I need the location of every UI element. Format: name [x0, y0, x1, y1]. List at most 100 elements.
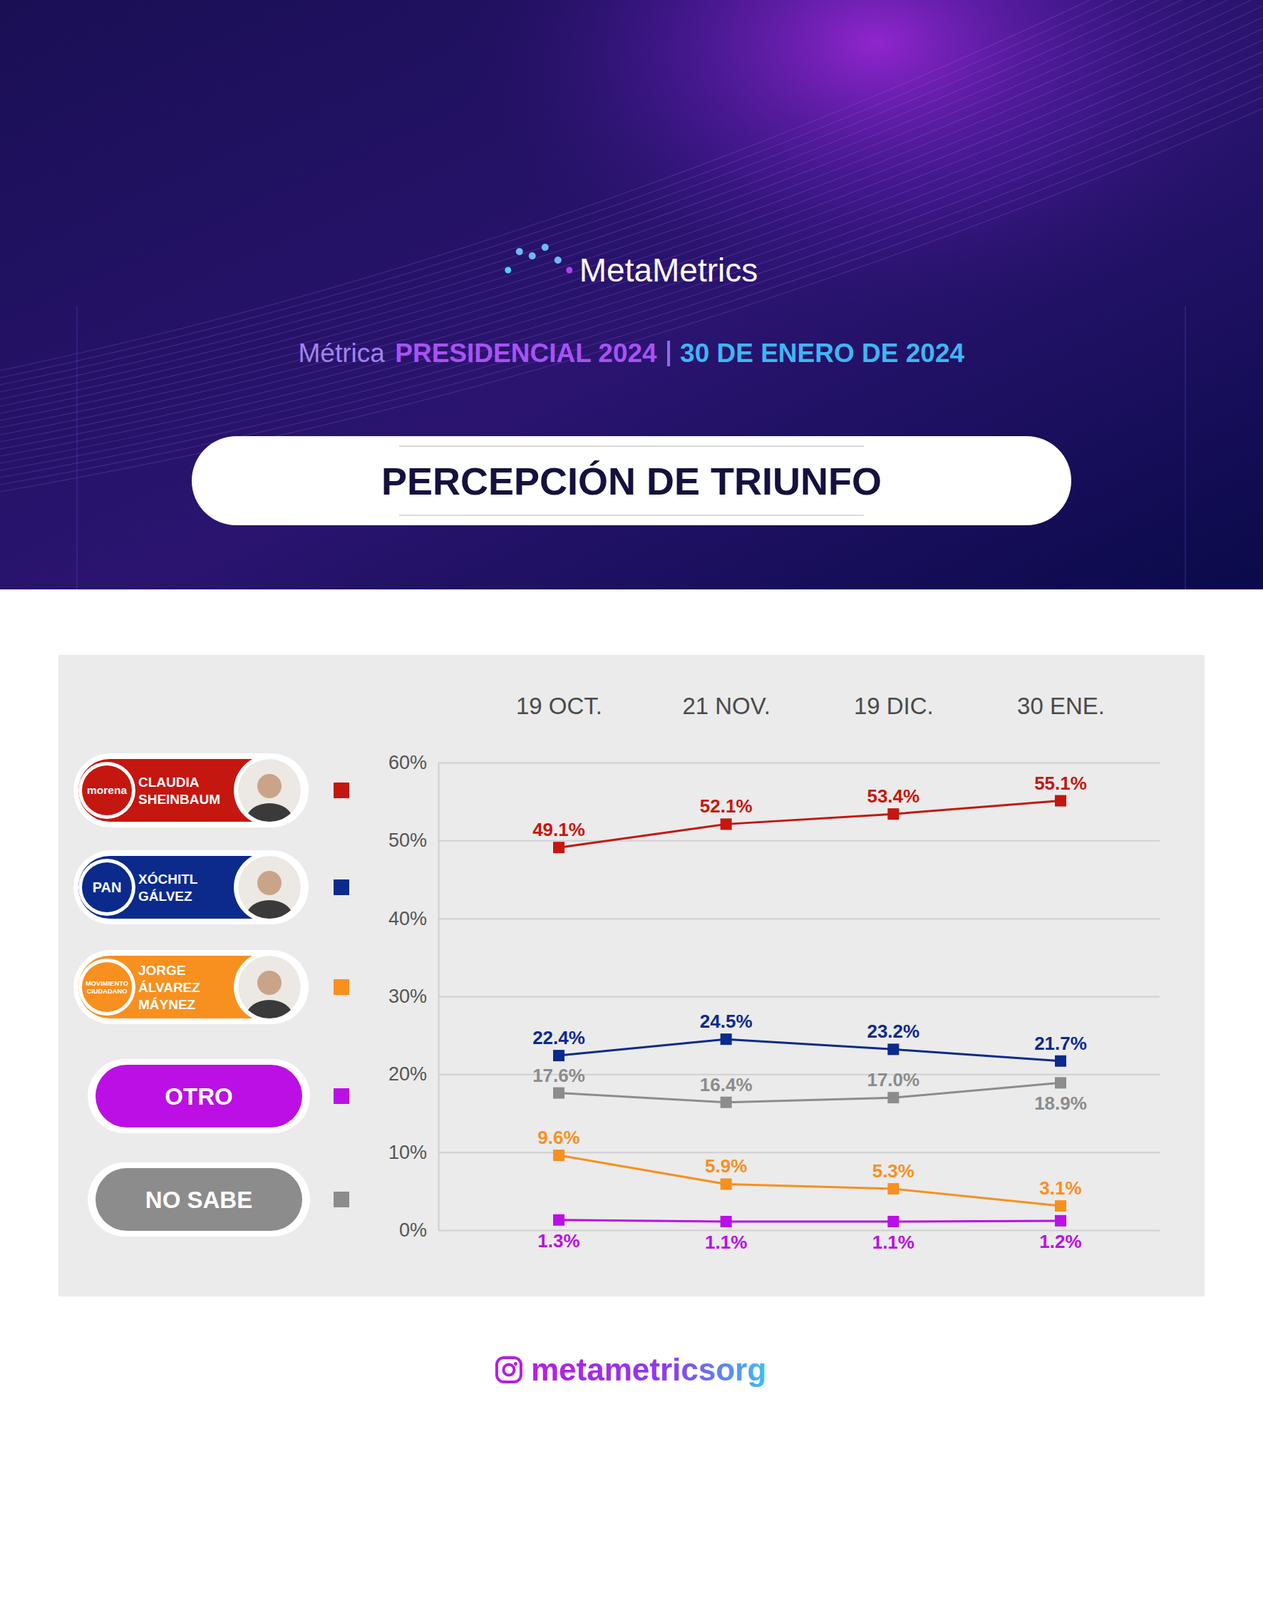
photo-body [246, 999, 293, 1032]
logo-dot [554, 256, 562, 264]
series-line [558, 1220, 1061, 1222]
data-label: 5.3% [872, 1160, 915, 1182]
logo-bar [531, 255, 534, 292]
x-tick-label: 19 OCT. [516, 692, 603, 720]
party-logo-ring [78, 761, 136, 819]
y-tick-label: 10% [388, 1141, 427, 1164]
title: PERCEPCIÓN DE TRIUNFO [381, 459, 882, 503]
y-tick: 20% [388, 1063, 1160, 1085]
header-wave [0, 0, 1263, 378]
header-wave [0, 96, 1263, 485]
logo-dot [516, 248, 524, 256]
header-wave [0, 0, 1263, 400]
legend-pill-outline [87, 1059, 311, 1134]
point-marker [553, 1049, 565, 1062]
data-label: 3.1% [1039, 1177, 1082, 1199]
x-tick: 30 ENE. [1017, 692, 1105, 720]
point-marker [553, 1087, 565, 1100]
icon-lens [503, 1364, 514, 1376]
party-logo [81, 962, 132, 1013]
data-label: 1.3% [537, 1230, 580, 1252]
footer: metametricsorg [496, 1352, 767, 1388]
header: MetaMetrics MétricaPRESIDENCIAL 202430 DE… [0, 0, 1263, 590]
y-tick: 60% [388, 751, 1160, 774]
data-label: 16.4% [699, 1074, 753, 1096]
series-line [558, 1155, 1061, 1206]
point-marker [1054, 1215, 1067, 1227]
title-rule [399, 445, 864, 447]
y-tick: 10% [388, 1141, 1160, 1164]
y-tick-label: 40% [388, 908, 427, 930]
point-marker [1054, 1055, 1067, 1067]
legend-swatch [333, 1191, 350, 1208]
legend-item: morenaCLAUDIASHEINBAUM [73, 753, 350, 835]
x-tick: 19 OCT. [516, 692, 603, 720]
data-label: 1.1% [704, 1231, 747, 1254]
x-axis: 19 OCT.21 NOV.19 DIC.30 ENE. [516, 692, 1105, 720]
chart-panel [58, 655, 1205, 1297]
point-marker [887, 1091, 899, 1104]
legend-swatch [333, 1088, 350, 1105]
point-marker [720, 1215, 732, 1228]
data-label: 1.1% [872, 1231, 915, 1254]
header-waves [0, 0, 1263, 492]
y-tick-label: 0% [399, 1219, 427, 1241]
y-tick-label: 20% [388, 1063, 427, 1085]
title-rule [399, 514, 864, 517]
header-wave [0, 62, 1263, 464]
header-rule [76, 306, 78, 590]
x-tick-label: 21 NOV. [682, 692, 771, 720]
logo: MetaMetrics [504, 243, 758, 292]
x-tick: 21 NOV. [682, 692, 771, 720]
data-label: 22.4% [532, 1027, 586, 1049]
plot-marks [553, 795, 1067, 1228]
party-logo [81, 862, 132, 913]
point-marker [1054, 795, 1067, 807]
data-label: 9.6% [537, 1126, 580, 1149]
photo-body [246, 900, 293, 932]
instagram-icon [496, 1357, 522, 1383]
data-labels: 49.1%52.1%53.4%55.1%22.4%24.5%23.2%21.7%… [532, 772, 1087, 1254]
legend-item: OTRO [87, 1059, 350, 1134]
legend-label: XÓCHITLGÁLVEZ [138, 871, 199, 904]
legend-pill [95, 1168, 303, 1231]
grid-line [438, 1151, 1160, 1154]
y-tick: 40% [388, 908, 1160, 930]
header-wave [0, 0, 1263, 385]
brand: MetaMetrics [579, 251, 758, 289]
footer-handle: metametricsorg [531, 1352, 767, 1388]
legend-label: JORGEÁLVAREZMÁYNEZ [138, 962, 201, 1013]
data-label: 23.2% [866, 1020, 920, 1043]
grid-line [438, 762, 1160, 765]
edition: PRESIDENCIAL 2024 [394, 338, 658, 368]
subtitle: MétricaPRESIDENCIAL 202430 DE ENERO DE 2… [298, 338, 966, 368]
data-label: 53.4% [866, 785, 920, 807]
separator [667, 340, 670, 367]
point-marker [1054, 1200, 1067, 1212]
legend-item: MOVIMIENTOCIUDADANOJORGEÁLVAREZMÁYNEZ [73, 950, 350, 1032]
legend-label: OTRO [164, 1083, 233, 1110]
icon-dot [513, 1362, 518, 1366]
header-wave [0, 0, 1263, 421]
legend-pill [95, 1064, 303, 1128]
data-label: 5.9% [704, 1155, 747, 1177]
point-marker [887, 1043, 899, 1055]
data-label: 24.5% [699, 1010, 753, 1033]
header-wave [0, 5, 1263, 428]
party-logo-ring [78, 958, 136, 1016]
header-rule [1185, 306, 1187, 590]
data-label: 17.6% [532, 1064, 586, 1087]
photo-head [257, 774, 282, 799]
point-marker [720, 1178, 732, 1190]
title-pill [191, 436, 1072, 526]
logo-icon [504, 243, 573, 292]
y-tick: 30% [388, 985, 1160, 1008]
date: 30 DE ENERO DE 2024 [679, 338, 965, 368]
legend-item: NO SABE [87, 1162, 350, 1237]
party-label: PAN [92, 879, 122, 896]
header-glow [434, 0, 1263, 343]
photo-head [257, 870, 282, 896]
legend-swatch [333, 979, 350, 996]
grid-line [438, 918, 1160, 920]
legend-item: PAN XÓCHITLGÁLVEZ [73, 850, 350, 932]
